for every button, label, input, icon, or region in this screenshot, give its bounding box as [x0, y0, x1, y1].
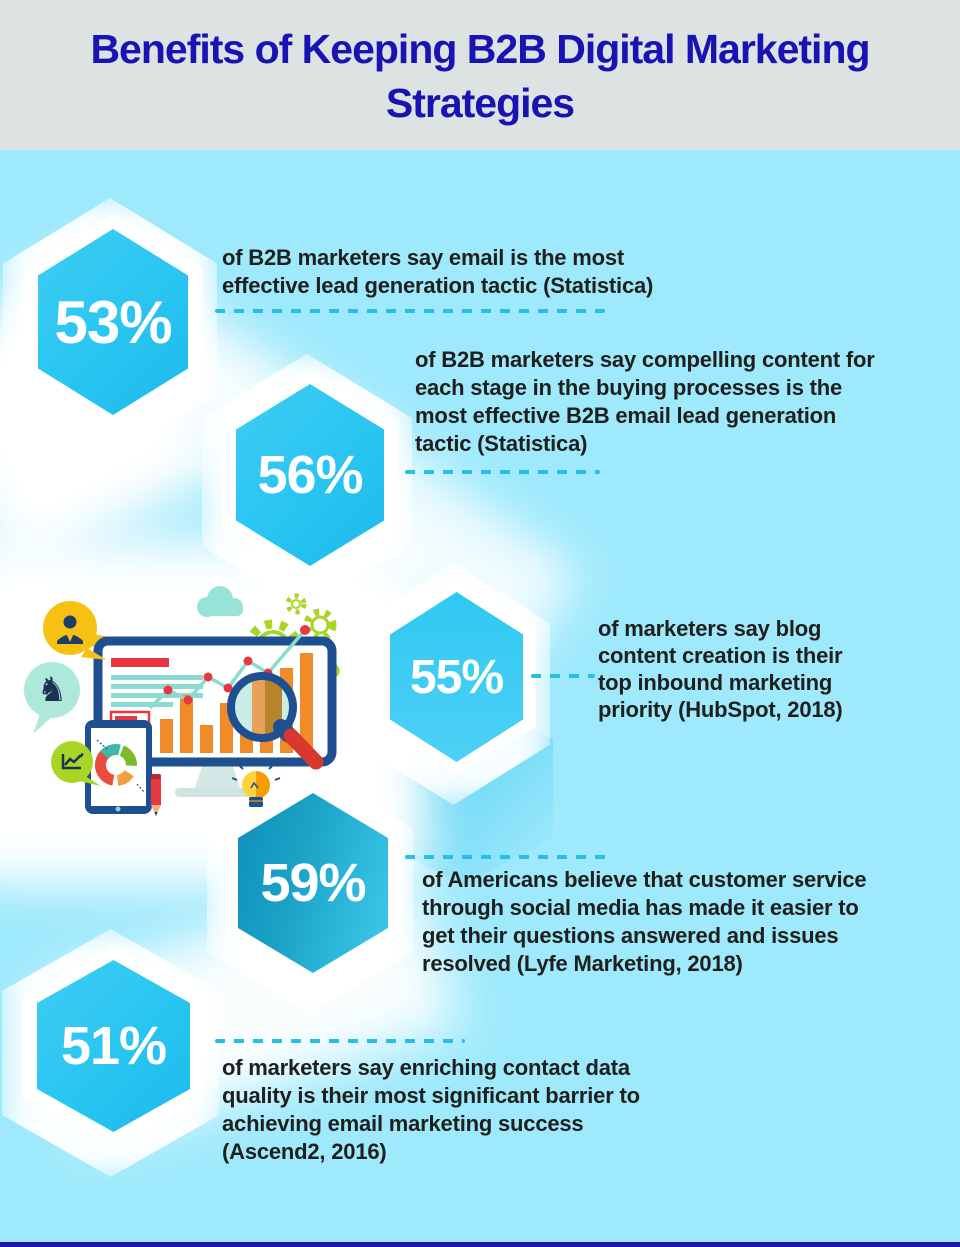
text-line: content creation is their: [598, 643, 843, 668]
tablet-donut-icon: [85, 720, 152, 814]
header: Benefits of Keeping B2B Digital Marketin…: [0, 0, 960, 150]
text-line: of marketers say enriching contact data: [222, 1055, 630, 1080]
text-line: quality is their most significant barrie…: [222, 1083, 640, 1108]
dashed-connector-56: [405, 470, 600, 474]
text-line: of Americans believe that customer servi…: [422, 867, 867, 892]
hexagon-fill: 53%: [38, 229, 188, 415]
stat-text-59: of Americans believe that customer servi…: [422, 866, 867, 978]
text-line: of marketers say blog: [598, 616, 822, 641]
stat-percentage-55: 55%: [409, 650, 504, 704]
stat-hexagon-55: 55%: [357, 563, 550, 805]
stat-percentage-51: 51%: [60, 1016, 167, 1076]
stat-hexagon-56: 56%: [202, 354, 412, 610]
text-line: top inbound marketing: [598, 670, 833, 695]
stat-hexagon-51: 51%: [2, 929, 219, 1177]
stat-percentage-59: 59%: [260, 853, 366, 913]
dashed-connector-59: [405, 855, 613, 859]
text-line: tactic (Statistica): [415, 431, 588, 456]
dashed-connector-51: [215, 1039, 465, 1043]
text-line: achieving email marketing success: [222, 1111, 584, 1136]
page-title-line1: Benefits of Keeping B2B Digital Marketin…: [90, 26, 870, 72]
text-line: of B2B marketers say email is the most: [222, 245, 625, 270]
marketing-illustration: $: [24, 586, 340, 816]
text-line: of B2B marketers say compelling content …: [415, 347, 875, 372]
stat-text-56: of B2B marketers say compelling content …: [415, 346, 875, 458]
text-line: (Ascend2, 2016): [222, 1139, 387, 1164]
lightbulb-icon: [231, 759, 281, 807]
dashed-connector-55: [531, 674, 595, 678]
chart-bubble-icon: [51, 741, 101, 786]
stat-percentage-53: 53%: [54, 288, 172, 356]
stat-text-53: of B2B marketers say email is the most e…: [222, 244, 653, 300]
text-line: each stage in the buying processes is th…: [415, 375, 843, 400]
person-bubble-icon: [43, 601, 107, 660]
dashed-connector-53: [215, 309, 605, 313]
svg-text:♞: ♞: [37, 670, 67, 710]
hexagon-fill: 59%: [238, 793, 388, 973]
footer-accent-bar: [0, 1242, 960, 1247]
stat-text-51: of marketers say enriching contact data …: [222, 1054, 640, 1166]
stat-percentage-56: 56%: [257, 445, 363, 505]
pencil-icon: [151, 774, 161, 816]
cloud-icon: [197, 586, 243, 617]
page-title-line2: Strategies: [385, 80, 575, 126]
text-line: resolved (Lyfe Marketing, 2018): [422, 951, 743, 976]
stat-hexagon-59: 59%: [207, 766, 413, 1014]
text-line: get their questions answered and issues: [422, 923, 839, 948]
stat-text-55: of marketers say blog content creation i…: [598, 615, 843, 723]
knight-bubble-icon: ♞: [24, 662, 80, 734]
text-line: priority (HubSpot, 2018): [598, 697, 843, 722]
text-line: effective lead generation tactic (Statis…: [222, 273, 654, 298]
magnifier-icon: [227, 672, 324, 770]
text-line: most effective B2B email lead generation: [415, 403, 837, 428]
stat-hexagon-53: 53%: [3, 198, 217, 460]
text-line: through social media has made it easier …: [422, 895, 859, 920]
